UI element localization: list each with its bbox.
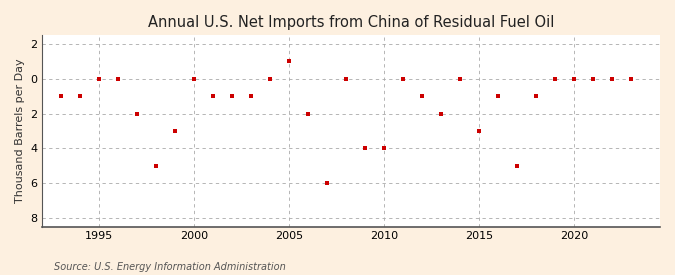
Point (169, 129, 180, 133)
Point (113, 77, 124, 81)
Point (493, 94, 504, 98)
Point (132, 111, 142, 116)
Point (379, 146, 389, 150)
Point (341, 77, 352, 81)
Point (588, 77, 599, 81)
Point (455, 77, 466, 81)
Point (246, 94, 256, 98)
Point (94, 77, 105, 81)
Point (265, 77, 275, 81)
Point (569, 77, 580, 81)
Point (398, 77, 408, 81)
Point (188, 77, 199, 81)
Point (417, 94, 428, 98)
Title: Annual U.S. Net Imports from China of Residual Fuel Oil: Annual U.S. Net Imports from China of Re… (148, 15, 554, 30)
Text: Source: U.S. Energy Information Administration: Source: U.S. Energy Information Administ… (54, 262, 286, 272)
Point (626, 77, 637, 81)
Point (208, 94, 219, 98)
Point (74, 94, 85, 98)
Point (474, 129, 485, 133)
Point (607, 77, 618, 81)
Point (55, 94, 66, 98)
Y-axis label: Thousand Barrels per Day: Thousand Barrels per Day (15, 59, 25, 203)
Point (360, 146, 371, 150)
Point (512, 164, 522, 168)
Point (151, 164, 161, 168)
Point (531, 94, 542, 98)
Point (227, 94, 238, 98)
Point (284, 59, 294, 64)
Point (550, 77, 561, 81)
Point (302, 111, 313, 116)
Point (322, 181, 333, 185)
Point (436, 111, 447, 116)
